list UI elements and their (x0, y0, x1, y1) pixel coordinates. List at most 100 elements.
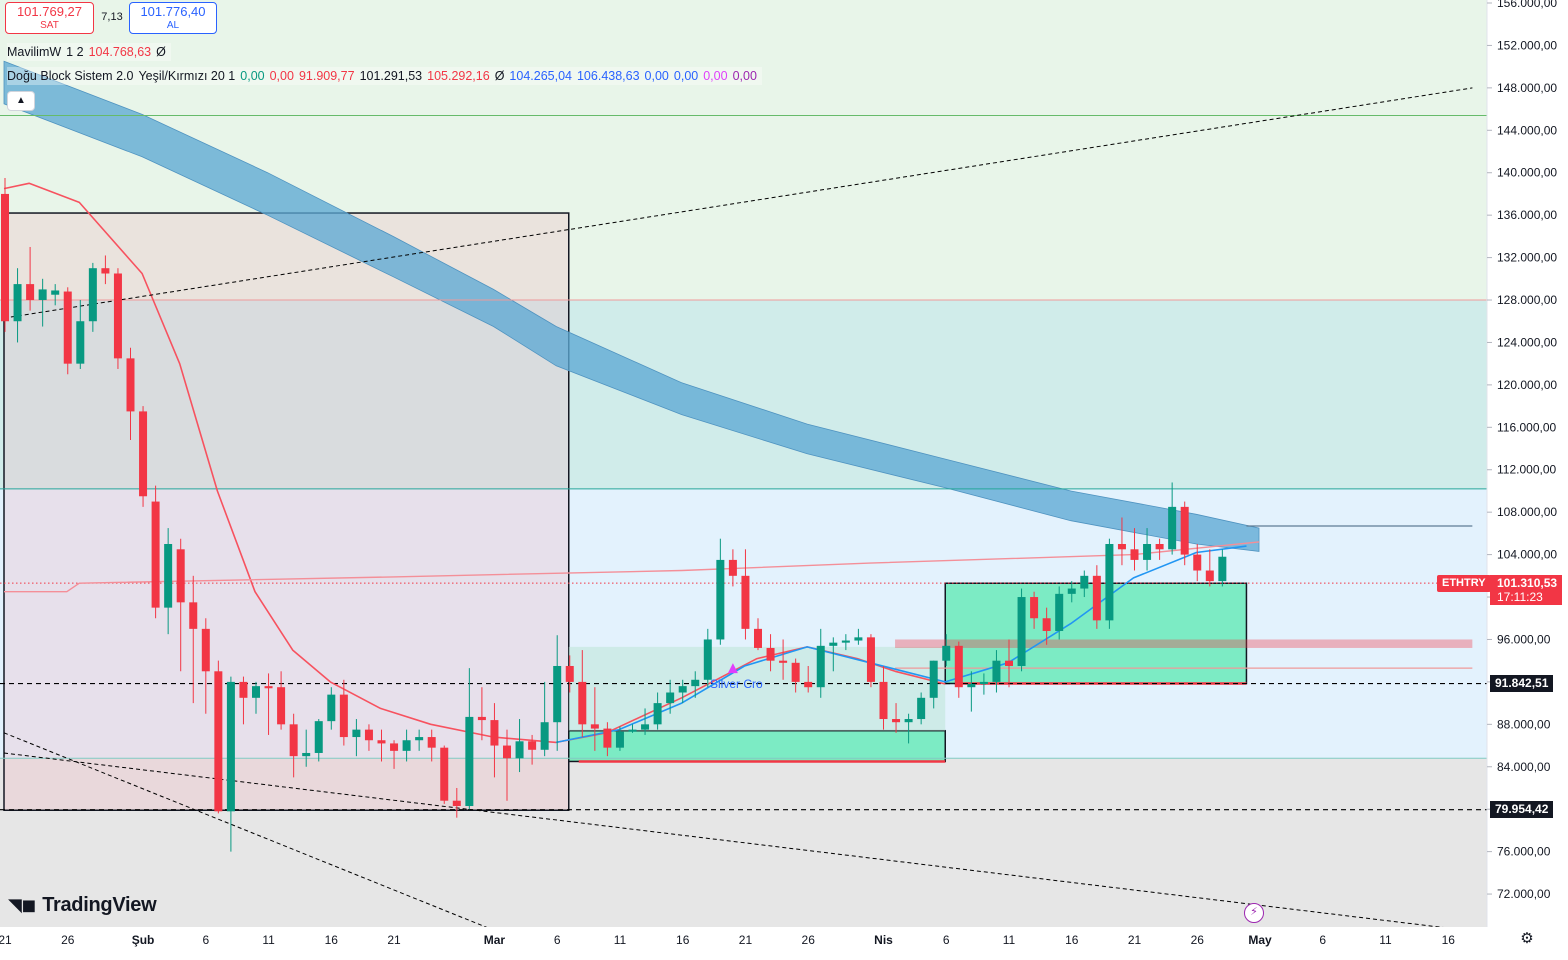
candle-body (490, 720, 499, 746)
candle-body (415, 737, 424, 741)
candle-body (38, 289, 47, 301)
candle-body (289, 724, 298, 757)
price-axis-bg[interactable] (1487, 0, 1568, 960)
candle-body (252, 686, 260, 698)
candle-body (277, 687, 286, 725)
candle-body (816, 645, 825, 688)
candle-body (1017, 597, 1026, 666)
candle-body (26, 284, 35, 301)
candle-body (628, 729, 637, 732)
candle-body (741, 575, 750, 629)
candle-body (390, 743, 399, 751)
legend-mavilimw[interactable]: MavilimW 1 2 104.768,63 Ø (7, 43, 171, 61)
price-tick-label: 96.000,00 (1497, 632, 1551, 646)
candle-body (440, 747, 449, 801)
candle-body (691, 679, 700, 687)
buy-button[interactable]: 101.776,40 AL (129, 2, 217, 34)
candle-body (327, 694, 336, 722)
candle-body (13, 284, 22, 322)
candle-body (1030, 597, 1039, 619)
time-tick-label: May (1248, 933, 1272, 947)
price-axis[interactable]: 72.000,0076.000,0080.000,0084.000,0088.0… (1487, 0, 1557, 901)
candle-body (1, 193, 9, 322)
collapse-legend-button[interactable]: ▲ (7, 91, 35, 111)
candle-body (954, 645, 963, 688)
silver-cross-label: Silver Cro (710, 677, 763, 691)
time-axis[interactable]: 21 26 Şub 6 11 16 21 Mar 6 11 16 21 26 Nis 6 11 16 21 26 Ma… (0, 933, 1455, 947)
candle-body (226, 681, 235, 812)
candle-body (1193, 554, 1202, 571)
candle-body (1055, 593, 1064, 631)
flash-icon[interactable]: ⚡ (1244, 903, 1264, 923)
time-tick-label: 16 (1065, 933, 1079, 947)
candle-body (239, 681, 248, 698)
price-tick-label: 88.000,00 (1497, 717, 1551, 731)
candle-body (1205, 570, 1214, 582)
time-tick-label: 26 (1191, 933, 1205, 947)
price-tick-label: 148.000,00 (1497, 81, 1557, 95)
price-tick-label: 136.000,00 (1497, 208, 1557, 222)
candle-body (503, 745, 511, 759)
last-price-tag: 101.310,53 17:11:23 (1490, 575, 1562, 606)
price-tick-label: 124.000,00 (1497, 335, 1557, 349)
candle-body (201, 628, 210, 672)
candle-body (615, 731, 624, 748)
legend-mavilimw-item: 1 2 (66, 45, 84, 59)
time-tick-label: 21 (739, 933, 753, 947)
mavilimw-band-area (3, 60, 1260, 552)
candle-body (917, 697, 926, 720)
legend-dogu-block-item: 91.909,77 (298, 69, 355, 83)
candle-body (465, 716, 474, 807)
settings-gear-icon[interactable]: ⚙ (1520, 930, 1534, 947)
candle-body (151, 501, 160, 608)
candle-body (214, 671, 223, 812)
price-tag-91842: 91.842,51 (1490, 675, 1554, 693)
time-axis-bg[interactable] (0, 927, 1568, 960)
candle-body (1218, 556, 1227, 582)
candle-body (63, 291, 72, 364)
tradingview-logo[interactable]: ◥◼ TradingView (8, 893, 157, 917)
candle-body (1042, 618, 1051, 631)
candle-body (164, 543, 173, 608)
candle-body (1143, 543, 1152, 560)
time-tick-label: Mar (484, 933, 506, 947)
chevron-up-icon: ▲ (16, 95, 26, 106)
price-tick-label: 108.000,00 (1497, 505, 1557, 519)
candle-body (603, 728, 612, 748)
legend-dogu-block-item: 0,00 (673, 69, 699, 83)
candle-body (565, 665, 574, 682)
price-tick-label: 84.000,00 (1497, 760, 1551, 774)
time-tick-label: 11 (1003, 933, 1016, 947)
silver-cross-triangle (727, 663, 738, 674)
candle-body (302, 752, 311, 757)
price-tick-label: 144.000,00 (1497, 123, 1557, 137)
candle-body (176, 549, 185, 603)
candle-body (1080, 575, 1089, 589)
bar-countdown: 17:11:23 (1497, 590, 1543, 605)
legend-dogu-block-item: Doğu Block Sistem 2.0 (7, 69, 134, 83)
candle-body (766, 647, 775, 661)
price-tick-label: 104.000,00 (1497, 548, 1557, 562)
candle-body (992, 660, 1001, 682)
price-tick-label: 152.000,00 (1497, 38, 1557, 52)
indicator-line (3, 87, 1473, 319)
candle-body (1117, 543, 1126, 550)
legend-dogu-block[interactable]: Doğu Block Sistem 2.0 Yeşil/Kırmızı 20 1 0… (7, 67, 762, 85)
candle-body (364, 729, 373, 741)
buy-label: AL (166, 20, 180, 31)
legend-dogu-block-item: 0,00 (703, 69, 728, 83)
silver-cross-marker (727, 663, 738, 674)
legend-dogu-block-item: 0,00 (240, 69, 265, 83)
spread-value: 7,13 (101, 11, 123, 23)
tradingview-logo-icon: ◥◼ (8, 895, 37, 915)
time-tick-label: 21 (0, 933, 12, 947)
candle-body (1005, 660, 1013, 666)
sell-price: 101.769,27 (16, 4, 83, 19)
sell-button[interactable]: 101.769,27 SAT (5, 2, 94, 34)
price-tick-label: 156.000,00 (1497, 0, 1557, 10)
time-tick-label: 26 (61, 933, 75, 947)
candle-body (829, 642, 838, 646)
time-tick-label: 6 (943, 933, 950, 947)
legend-dogu-block-item: Yeşil/Kırmızı 20 1 (138, 69, 236, 83)
